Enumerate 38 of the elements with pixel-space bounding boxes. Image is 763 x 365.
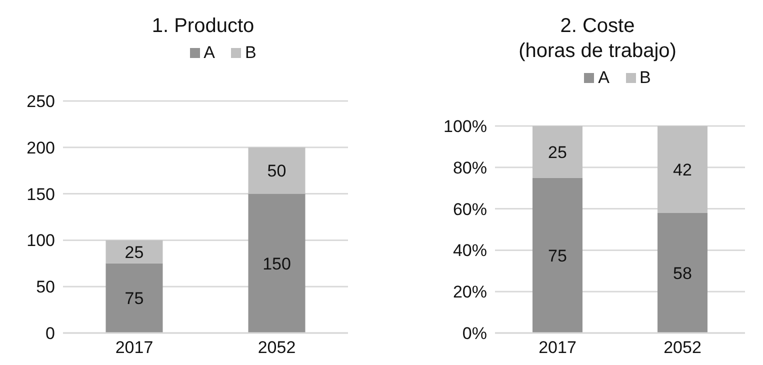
bar	[532, 178, 582, 333]
legend-label: A	[204, 43, 215, 63]
bar	[248, 194, 306, 333]
data-label: 75	[124, 289, 144, 308]
data-label: 58	[673, 264, 692, 284]
y-tick-label: 100	[26, 231, 55, 250]
chart-title: 1. Producto	[150, 14, 256, 39]
data-label: 25	[124, 242, 144, 262]
y-tick-label: 0%	[462, 324, 487, 344]
bar	[658, 126, 708, 213]
y-tick-label: 60%	[452, 200, 487, 219]
x-tick-label: 2017	[538, 338, 576, 358]
y-tick-label: 200	[26, 138, 55, 158]
data-label: 25	[548, 142, 567, 162]
y-tick-label: 0	[46, 324, 55, 344]
data-label: 75	[548, 246, 567, 266]
x-tick-label: 2052	[664, 338, 702, 358]
bar	[532, 126, 582, 178]
y-tick-label: 40%	[452, 241, 487, 260]
legend-label: A	[598, 68, 610, 88]
x-tick-label: 2052	[258, 338, 296, 358]
bar	[248, 147, 306, 194]
data-label: 150	[262, 254, 291, 274]
bar	[106, 263, 163, 333]
y-tick-label: 150	[26, 184, 55, 204]
y-tick-label: 80%	[452, 158, 487, 178]
bar	[658, 212, 708, 333]
y-tick-label: 250	[26, 92, 55, 112]
data-label: 50	[267, 162, 286, 181]
x-tick-label: 2017	[115, 338, 154, 358]
bar	[106, 240, 163, 264]
y-tick-label: 100%	[444, 117, 487, 136]
y-tick-label: 50	[36, 278, 55, 297]
legend-label: B	[245, 43, 256, 63]
legend-label: B	[640, 68, 651, 88]
data-label: 42	[673, 160, 692, 180]
y-tick-label: 20%	[452, 282, 487, 302]
chart-title: 2. Coste (horas de trabajo)	[518, 14, 678, 64]
